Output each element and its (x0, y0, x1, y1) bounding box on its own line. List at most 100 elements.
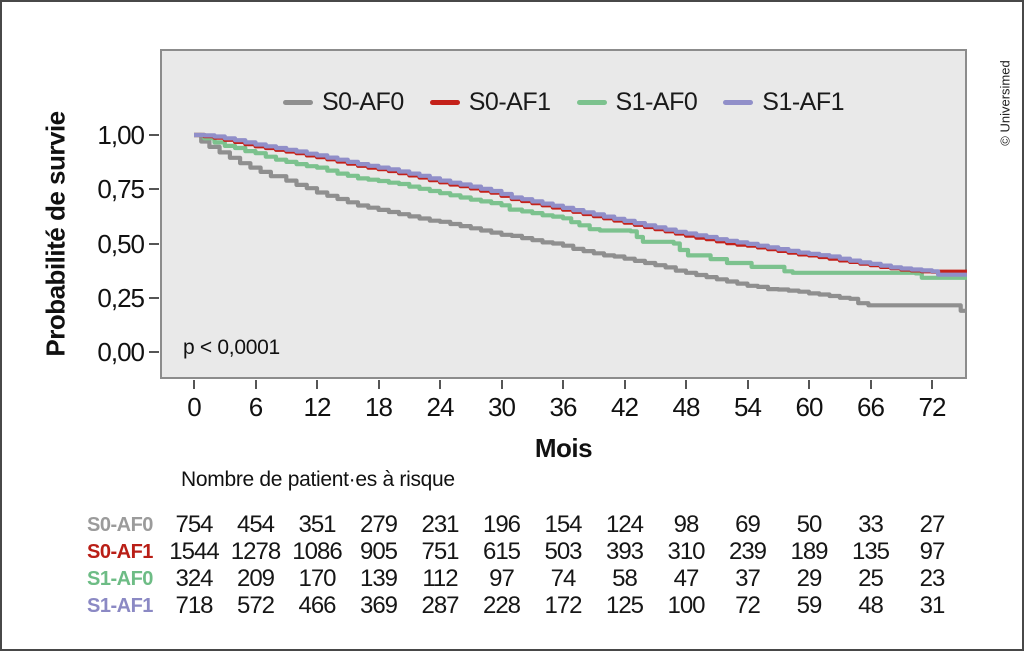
risk-table-title: Nombre de patient·es à risque (181, 468, 455, 491)
risk-value: 310 (667, 538, 705, 565)
x-tick-label: 6 (248, 392, 263, 422)
risk-value: 196 (482, 511, 521, 538)
risk-value: 59 (796, 592, 823, 619)
x-tick-mark (808, 380, 810, 389)
copyright-credit: © Universimed (997, 60, 1013, 146)
risk-row-label-s0-af0: S0-AF0 (87, 514, 153, 536)
x-tick-mark (562, 380, 564, 389)
risk-value: 751 (421, 538, 459, 565)
risk-value: 287 (421, 592, 459, 619)
risk-value: 29 (796, 565, 823, 592)
p-value-annotation: p < 0,0001 (183, 336, 280, 359)
legend-item-s1-af0: S1-AF0 (576, 88, 698, 117)
x-tick-label: 66 (857, 392, 885, 422)
risk-row-label-s1-af1: S1-AF1 (87, 595, 153, 617)
risk-value: 231 (421, 511, 459, 538)
risk-value: 503 (544, 538, 582, 565)
series-line-s1-af0 (194, 132, 967, 280)
risk-value: 48 (858, 592, 884, 619)
risk-value: 27 (919, 511, 946, 538)
risk-value: 97 (919, 538, 946, 565)
risk-value: 905 (359, 538, 398, 565)
risk-value: 74 (550, 565, 577, 592)
risk-value: 31 (919, 592, 946, 619)
risk-value: 154 (544, 511, 582, 538)
risk-value: 572 (236, 592, 275, 619)
x-tick-label: 36 (549, 392, 578, 422)
x-tick-label: 30 (488, 392, 516, 422)
risk-value: 112 (422, 565, 458, 592)
x-tick-mark (316, 380, 318, 389)
x-tick-mark (439, 380, 441, 389)
risk-value: 718 (175, 592, 213, 619)
risk-row-label-s1-af0: S1-AF0 (87, 568, 153, 590)
risk-value: 72 (735, 592, 761, 619)
risk-value: 1086 (292, 538, 342, 565)
x-tick-label: 54 (734, 392, 762, 422)
x-tick-mark (746, 380, 749, 389)
risk-value: 124 (605, 511, 644, 538)
x-tick-mark (377, 380, 380, 389)
risk-value: 33 (858, 511, 884, 538)
x-tick-mark (931, 380, 933, 389)
risk-value: 25 (858, 565, 884, 592)
x-tick-label: 0 (187, 392, 201, 422)
risk-value: 47 (673, 565, 700, 592)
risk-value: 239 (728, 538, 767, 565)
risk-value: 1278 (230, 538, 281, 565)
risk-value: 23 (919, 565, 946, 592)
risk-value: 454 (236, 511, 275, 538)
risk-value: 324 (175, 565, 213, 592)
risk-value: 170 (298, 565, 336, 592)
risk-value: 393 (605, 538, 644, 565)
x-tick-mark (623, 380, 626, 389)
y-tick-label: 0,75 (97, 174, 145, 205)
legend-label: S1-AF1 (762, 88, 845, 116)
y-tick-mark (149, 242, 159, 245)
risk-value: 98 (673, 511, 700, 538)
x-tick-label: 60 (795, 392, 824, 422)
risk-value: 135 (851, 538, 890, 565)
series-line-s1-af1 (194, 132, 967, 277)
risk-value: 58 (612, 565, 638, 592)
y-tick-mark (149, 134, 159, 136)
x-tick-mark (254, 380, 257, 389)
x-tick-mark (685, 380, 687, 389)
risk-value: 754 (175, 511, 213, 538)
y-tick-label: 0,00 (97, 337, 145, 367)
risk-value: 228 (482, 592, 521, 619)
risk-value: 189 (790, 538, 828, 565)
y-tick-label: 0,25 (97, 282, 145, 313)
x-axis-title: Mois (534, 433, 593, 463)
risk-value: 279 (359, 511, 398, 538)
legend-swatch-icon (282, 100, 313, 105)
risk-value: 139 (359, 565, 398, 592)
x-tick-label: 18 (365, 392, 393, 422)
legend-swatch-icon (576, 100, 607, 105)
risk-value: 125 (605, 592, 644, 619)
risk-value: 37 (735, 565, 761, 592)
legend-swatch-icon (429, 100, 460, 105)
risk-value: 351 (298, 511, 336, 538)
legend-item-s0-af0: S0-AF0 (282, 88, 404, 117)
x-tick-label: 48 (672, 392, 701, 422)
x-tick-mark (193, 380, 195, 389)
risk-row-label-s0-af1: S0-AF1 (87, 541, 153, 563)
legend: S0-AF0 S0-AF1 S1-AF0 S1-AF1 (160, 88, 967, 117)
legend-swatch-icon (723, 100, 754, 105)
risk-value: 369 (359, 592, 398, 619)
y-tick-mark (149, 351, 159, 353)
risk-value: 172 (544, 592, 582, 619)
x-tick-label: 12 (303, 392, 332, 422)
x-tick-mark (500, 380, 503, 389)
legend-label: S0-AF0 (321, 88, 404, 116)
x-tick-label: 24 (426, 392, 455, 422)
legend-label: S0-AF1 (468, 88, 551, 116)
y-tick-label: 0,50 (97, 228, 145, 259)
risk-value: 69 (735, 511, 761, 538)
y-tick-label: 1,00 (97, 120, 145, 150)
risk-value: 50 (796, 511, 823, 538)
risk-value: 97 (489, 565, 515, 592)
y-tick-mark (149, 296, 159, 299)
y-tick-mark (149, 188, 159, 191)
